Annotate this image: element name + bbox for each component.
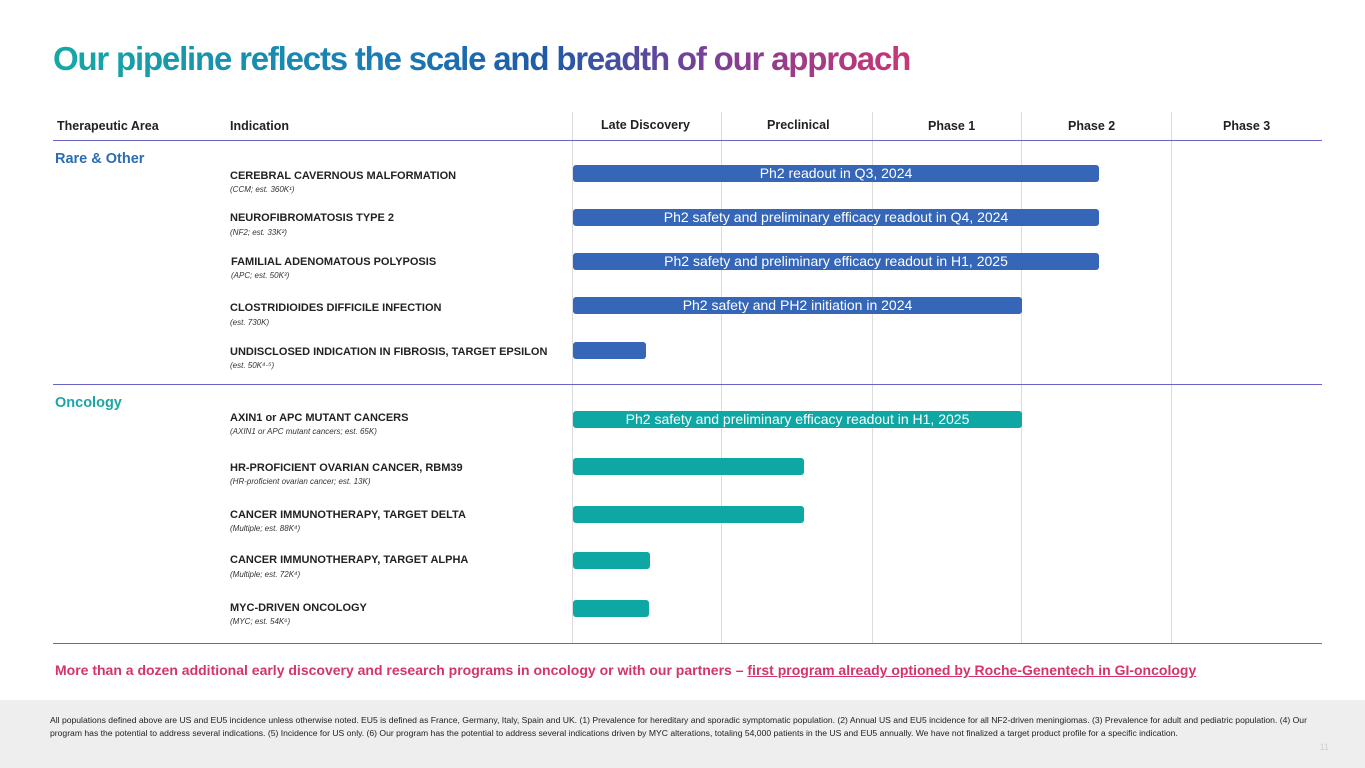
header-phase1: Phase 1 xyxy=(928,119,976,133)
page-title: Our pipeline reflects the scale and brea… xyxy=(53,40,911,77)
grid-line xyxy=(872,112,873,643)
section-oncology: Oncology xyxy=(55,395,122,411)
pipeline-bar-cdi: Ph2 safety and PH2 initiation in 2024 xyxy=(573,297,1022,314)
indication-name: CANCER IMMUNOTHERAPY, TARGET DELTA xyxy=(230,509,466,521)
indication-name: CANCER IMMUNOTHERAPY, TARGET ALPHA xyxy=(230,554,469,566)
indication-detail: (est. 50K⁴·⁵) xyxy=(230,361,275,370)
indication-name: NEUROFIBROMATOSIS TYPE 2 xyxy=(230,212,395,224)
indication-name: AXIN1 or APC MUTANT CANCERS xyxy=(230,412,409,424)
grid-line xyxy=(1171,112,1172,643)
pipeline-bar-myc xyxy=(573,600,649,617)
page-number: 11 xyxy=(1319,742,1329,752)
indication-name: CLOSTRIDIOIDES DIFFICILE INFECTION xyxy=(230,302,442,314)
footnote-text: All populations defined above are US and… xyxy=(50,715,1307,738)
section-rare-other: Rare & Other xyxy=(55,151,145,167)
roche-genentech-link[interactable]: first program already optioned by Roche-… xyxy=(747,662,1197,678)
indication-name: CEREBRAL CAVERNOUS MALFORMATION xyxy=(230,170,457,182)
indication-detail: (APC; est. 50K³) xyxy=(231,271,290,280)
pipeline-bar-target-alpha xyxy=(573,552,650,569)
indication-detail: (Multiple; est. 72K⁴) xyxy=(230,570,301,579)
indication-detail: (NF2; est. 33K²) xyxy=(230,228,287,237)
additional-programs-note: More than a dozen additional early disco… xyxy=(55,662,1196,678)
table-bottom-divider xyxy=(53,643,1322,644)
pipeline-bar-nf2: Ph2 safety and preliminary efficacy read… xyxy=(573,209,1099,226)
pipeline-bar-axin1: Ph2 safety and preliminary efficacy read… xyxy=(573,411,1022,428)
indication-name: HR-PROFICIENT OVARIAN CANCER, RBM39 xyxy=(230,462,463,474)
header-divider xyxy=(53,140,1322,141)
header-preclinical: Preclinical xyxy=(767,118,830,132)
indication-detail: (CCM; est. 360K¹) xyxy=(230,185,295,194)
pipeline-bar-fap: Ph2 safety and preliminary efficacy read… xyxy=(573,253,1099,270)
pipeline-bar-ovarian xyxy=(573,458,804,475)
indication-name: MYC-DRIVEN ONCOLOGY xyxy=(230,602,367,614)
pipeline-bar-fibrosis xyxy=(573,342,646,359)
header-phase2: Phase 2 xyxy=(1068,119,1116,133)
indication-name: UNDISCLOSED INDICATION IN FIBROSIS, TARG… xyxy=(230,346,548,358)
indication-name: FAMILIAL ADENOMATOUS POLYPOSIS xyxy=(231,256,437,268)
grid-line xyxy=(721,112,722,643)
indication-detail: (est. 730K) xyxy=(230,318,270,327)
pipeline-bar-target-delta xyxy=(573,506,804,523)
grid-line xyxy=(1021,112,1022,643)
indication-detail: (HR-proficient ovarian cancer; est. 13K) xyxy=(230,477,371,486)
indication-detail: (Multiple; est. 88K⁴) xyxy=(230,524,301,533)
header-therapeutic-area: Therapeutic Area xyxy=(57,119,159,133)
header-late-discovery: Late Discovery xyxy=(601,118,690,132)
header-phase3: Phase 3 xyxy=(1223,119,1271,133)
indication-detail: (AXIN1 or APC mutant cancers; est. 65K) xyxy=(230,427,377,436)
note-text: More than a dozen additional early disco… xyxy=(55,662,748,678)
footnote-panel xyxy=(0,700,1365,768)
section-divider xyxy=(53,384,1322,385)
pipeline-bar-ccm: Ph2 readout in Q3, 2024 xyxy=(573,165,1099,182)
grid-line xyxy=(572,112,573,643)
indication-detail: (MYC; est. 54K⁶) xyxy=(230,617,291,626)
header-indication: Indication xyxy=(230,119,290,133)
